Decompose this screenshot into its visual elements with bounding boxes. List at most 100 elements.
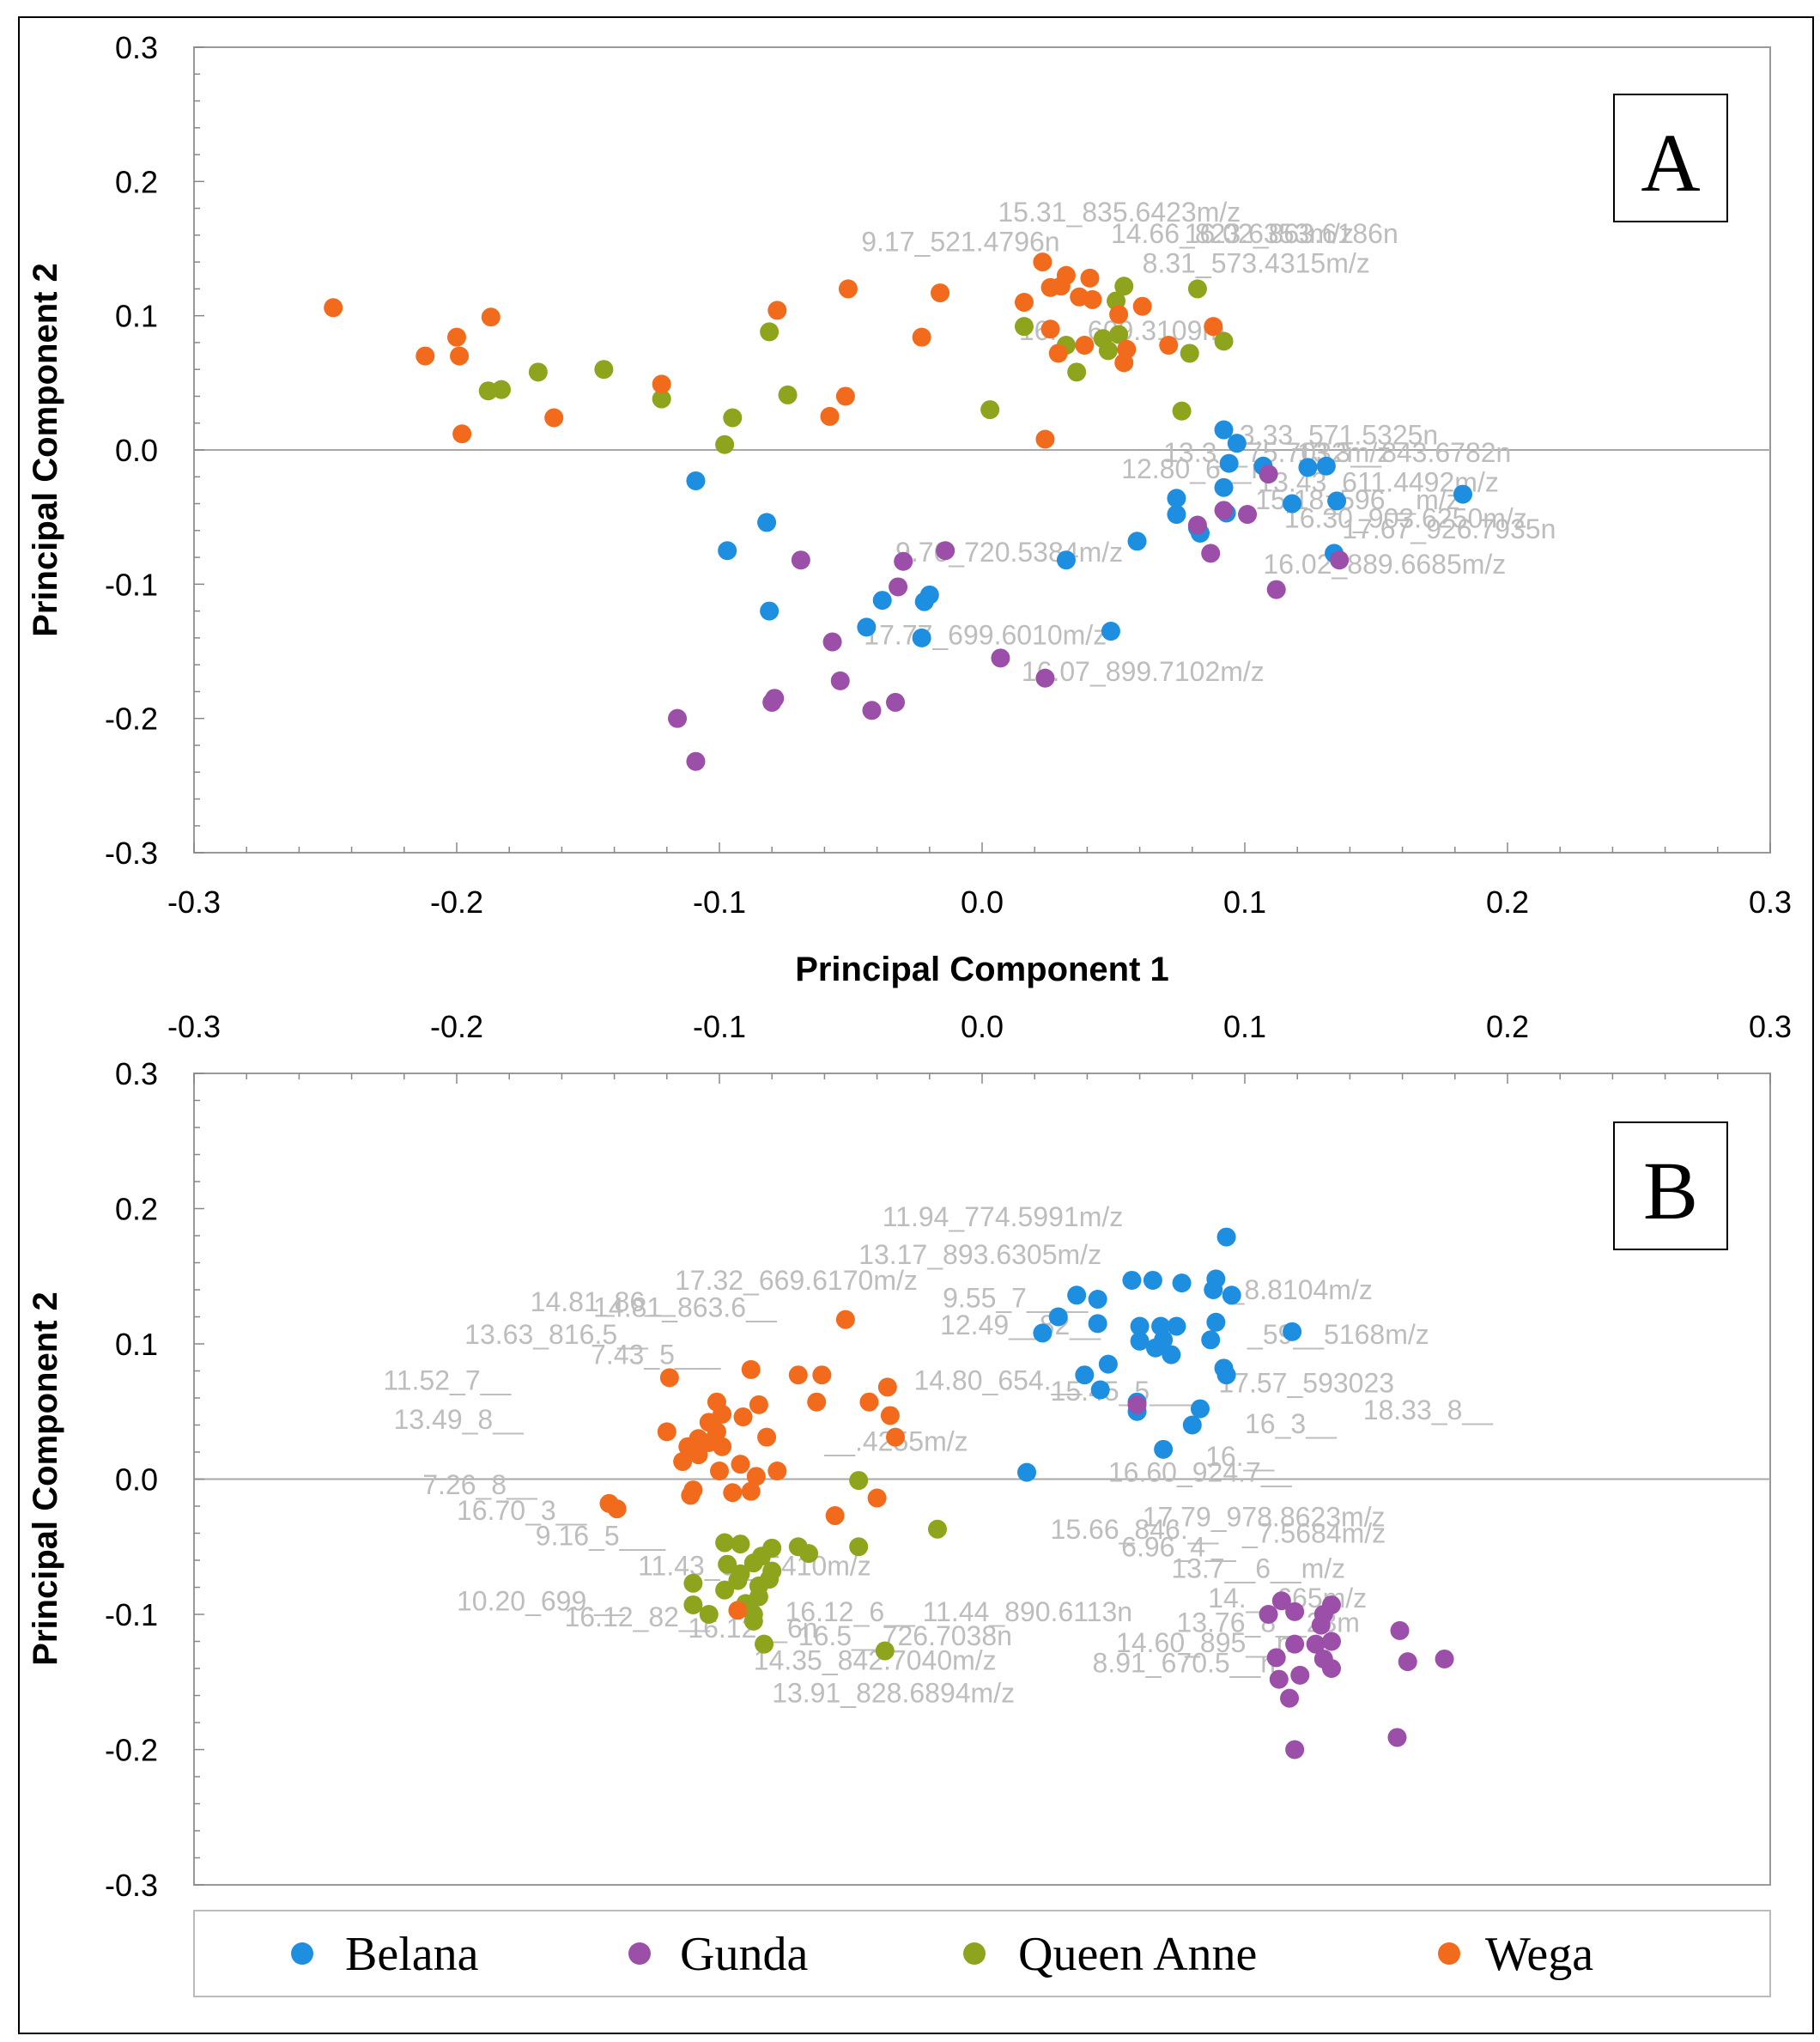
panel-a-loading-label: 16.07_899.7102m/z	[1022, 656, 1265, 687]
panel-b-loading-label: 16.5__726.7038n	[798, 1620, 1012, 1651]
panel-b-point-belana	[1067, 1285, 1087, 1305]
panel-b-point-wega	[880, 1406, 900, 1425]
panel-a-x-tick-labels: -0.3 -0.2 -0.1 0.0 0.1 0.2 0.3	[167, 884, 1792, 920]
panel-b-point-gunda	[1127, 1395, 1147, 1414]
panel-a-x-axis-label: Principal Component 1	[795, 951, 1169, 988]
panel-b-point-wega	[807, 1392, 827, 1412]
legend-label-wega: Wega	[1485, 1928, 1593, 1981]
panel-b-point-wega	[728, 1601, 748, 1620]
panel-b-point-wega	[657, 1422, 676, 1442]
panel-a-point-wega	[1204, 317, 1223, 337]
panel-a-point-gunda	[791, 550, 810, 570]
panel-b-loading-label: 13.63_816.5__	[464, 1319, 649, 1350]
panel-b-point-belana	[1201, 1330, 1221, 1350]
panel-b-letter: B	[1643, 1145, 1698, 1237]
legend: Belana Gunda Queen Anne Wega	[193, 1910, 1771, 1997]
panel-a-point-belana	[1167, 505, 1186, 525]
panel-a-point-wega	[1014, 293, 1034, 313]
panel-b-point-belana	[1204, 1280, 1223, 1299]
panel-b-loading-label: 17.32_669.6170m/z	[675, 1265, 918, 1296]
panel-a-point-gunda	[991, 648, 1010, 668]
panel-b-point-queen-anne	[788, 1537, 808, 1557]
panel-a-point-belana	[1283, 494, 1302, 514]
panel-a-point-gunda	[894, 551, 913, 571]
panel-b-y-axis-label: Principal Component 2	[27, 1291, 64, 1666]
panel-a-point-queen-anne	[478, 381, 498, 401]
panel-b-point-belana	[1154, 1439, 1174, 1459]
panel-a-letter-box	[1613, 94, 1728, 222]
panel-a-point-belana	[1227, 434, 1247, 453]
panel-a-point-gunda	[889, 577, 908, 597]
panel-b-point-belana	[1088, 1314, 1107, 1334]
panel-a-point-gunda	[1214, 501, 1234, 520]
panel-a-point-wega	[931, 283, 950, 303]
legend-marker-belana	[291, 1942, 313, 1965]
panel-b-y-tick-label: 0.1	[115, 1327, 158, 1362]
panel-b-loading-label: 14.81_863.6__	[593, 1292, 778, 1323]
panel-b-loading-label: 15.45_5___	[1051, 1376, 1197, 1407]
panel-b-loading-label: 14.81_86__	[531, 1286, 676, 1317]
panel-a-point-wega	[1109, 305, 1129, 325]
panel-a-point-belana	[1056, 550, 1076, 570]
panel-b-point-queen-anne	[731, 1535, 750, 1554]
panel-a-point-belana	[718, 541, 737, 561]
panel-b-point-belana	[1088, 1290, 1107, 1310]
panel-b-point-belana	[1167, 1316, 1186, 1336]
panel-a-point-wega	[1033, 252, 1053, 272]
panel-b-point-queen-anne	[743, 1611, 763, 1631]
panel-a-point-gunda	[762, 692, 782, 712]
panel-b-point-wega	[741, 1481, 761, 1501]
panel-a-loading-label: 15.31_835.6423m/z	[998, 197, 1241, 228]
panel-b-loading-label: 12.49__82__	[940, 1310, 1101, 1340]
panel-a-point-queen-anne	[1109, 325, 1129, 344]
panel-a-point-queen-anne	[723, 408, 743, 428]
panel-a-point-belana	[1453, 484, 1472, 504]
panel-b-point-belana	[1017, 1462, 1037, 1482]
panel-a-point-queen-anne	[1098, 341, 1118, 361]
panel-b-letter-box	[1613, 1121, 1728, 1250]
panel-a-point-wega	[652, 374, 671, 394]
legend-marker-wega	[1438, 1942, 1460, 1965]
panel-b-point-belana	[1172, 1273, 1192, 1293]
panel-a-x-tick-label: -0.1	[693, 884, 746, 920]
panel-a-y-tick-label: 0.1	[115, 299, 158, 334]
panel-b-loading-label: 6.96_4__	[1121, 1531, 1237, 1562]
panel-b-point-belana	[1216, 1227, 1236, 1247]
panel-b-point-belana	[1130, 1316, 1150, 1336]
panel-b-y-tick-label: 0.3	[115, 1056, 158, 1091]
panel-b-point-queen-anne	[755, 1634, 774, 1654]
panel-a-point-gunda	[862, 701, 882, 720]
panel-a-point-wega	[452, 424, 472, 444]
panel-b-point-gunda	[1398, 1652, 1417, 1672]
panel-a-point-queen-anne	[594, 360, 614, 380]
panel-a-point-wega	[1114, 353, 1134, 373]
panel-a-y-tick-label: -0.1	[105, 567, 158, 602]
panel-b-point-gunda	[1321, 1659, 1341, 1678]
panel-b-point-belana	[1090, 1380, 1110, 1400]
panel-a-point-wega	[1083, 289, 1102, 309]
panel-b-point-wega	[859, 1392, 879, 1412]
panel-b-point-gunda	[1280, 1688, 1300, 1708]
panel-a-point-wega	[416, 346, 435, 366]
panel-b-point-gunda	[1306, 1634, 1326, 1654]
panel-a-point-belana	[1316, 456, 1336, 476]
panel-b-point-belana	[1033, 1323, 1053, 1343]
panel-a-loading-label: 17.77_699.6010m/z	[864, 620, 1107, 651]
panel-a-point-belana	[1219, 453, 1239, 473]
panel-b-loading-label: 7.26_8__	[422, 1469, 538, 1500]
panel-b-point-queen-anne	[849, 1537, 869, 1557]
panel-b-loading-label: 13.49_8__	[394, 1404, 525, 1435]
panel-b-x-tick-label: -0.3	[167, 1009, 221, 1044]
panel-b-point-queen-anne	[683, 1573, 703, 1593]
panel-a-loading-label: 9.76_720.5384m/z	[895, 537, 1123, 568]
panel-a-point-belana	[872, 591, 892, 611]
panel-a-point-gunda	[822, 632, 842, 652]
panel-a-point-gunda	[1035, 668, 1055, 688]
panel-b-point-wega	[689, 1445, 708, 1465]
panel-b-point-wega	[710, 1462, 729, 1481]
panel-a-point-belana	[914, 592, 934, 611]
panel-a-point-queen-anne	[1180, 343, 1199, 363]
panel-b-point-belana	[1048, 1307, 1068, 1327]
panel-a-point-queen-anne	[1172, 401, 1192, 421]
panel-a-point-wega	[1080, 268, 1100, 288]
